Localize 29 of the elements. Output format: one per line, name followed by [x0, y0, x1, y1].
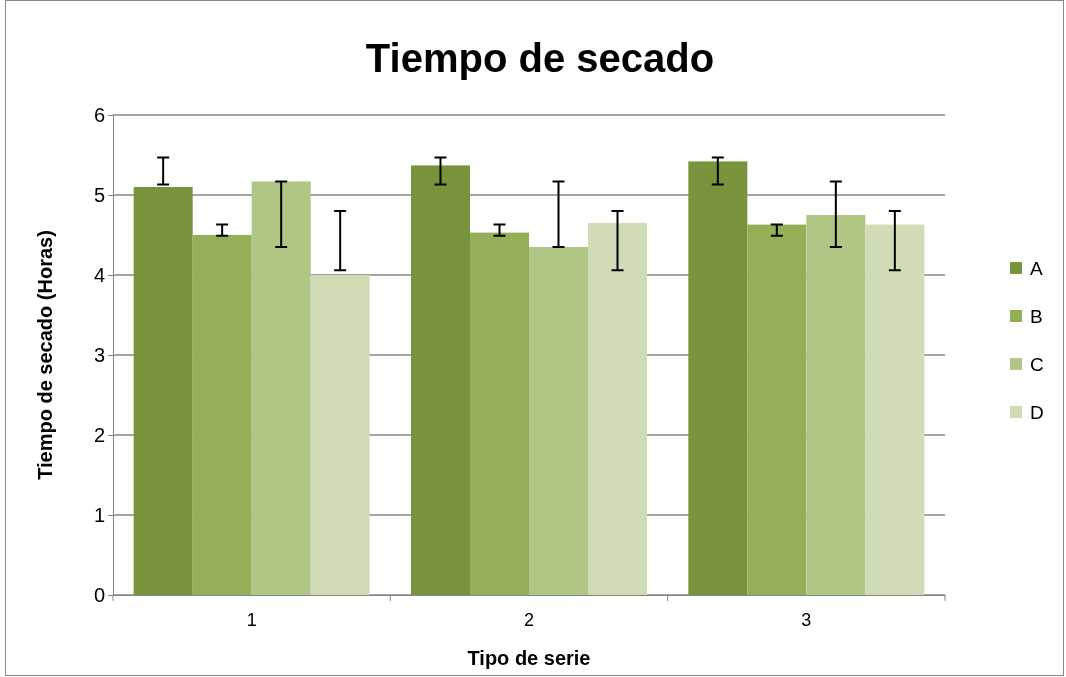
- bar: [410, 165, 470, 595]
- bar: [806, 215, 866, 595]
- y-tick-label: 6: [93, 103, 105, 126]
- bar: [529, 247, 589, 595]
- y-tick-label: 2: [93, 423, 105, 446]
- y-tick-label: 0: [93, 583, 105, 606]
- bar: [688, 161, 748, 595]
- legend-label: B: [1030, 306, 1043, 327]
- bar: [310, 275, 370, 595]
- y-tick-label: 5: [93, 183, 105, 206]
- y-tick-label: 1: [93, 503, 105, 526]
- legend-label: A: [1030, 258, 1043, 279]
- bar: [588, 223, 648, 595]
- bar: [747, 224, 807, 595]
- bar: [192, 235, 252, 595]
- x-tick-label: 2: [523, 609, 535, 630]
- bar: [251, 181, 311, 595]
- chart-title: Tiempo de secado: [365, 36, 715, 80]
- y-tick-label: 3: [93, 343, 105, 366]
- bar: [865, 224, 925, 595]
- legend-label: C: [1030, 354, 1044, 375]
- y-tick-label: 4: [93, 263, 105, 286]
- legend-label: D: [1030, 402, 1044, 423]
- x-axis-title: Tipo de serie: [467, 647, 591, 669]
- x-tick-label: 1: [246, 609, 257, 630]
- x-tick-label: 3: [801, 609, 812, 630]
- y-axis-title: Tiempo de secado (Horas): [34, 230, 56, 480]
- bar: [469, 232, 529, 595]
- bar: [133, 187, 193, 595]
